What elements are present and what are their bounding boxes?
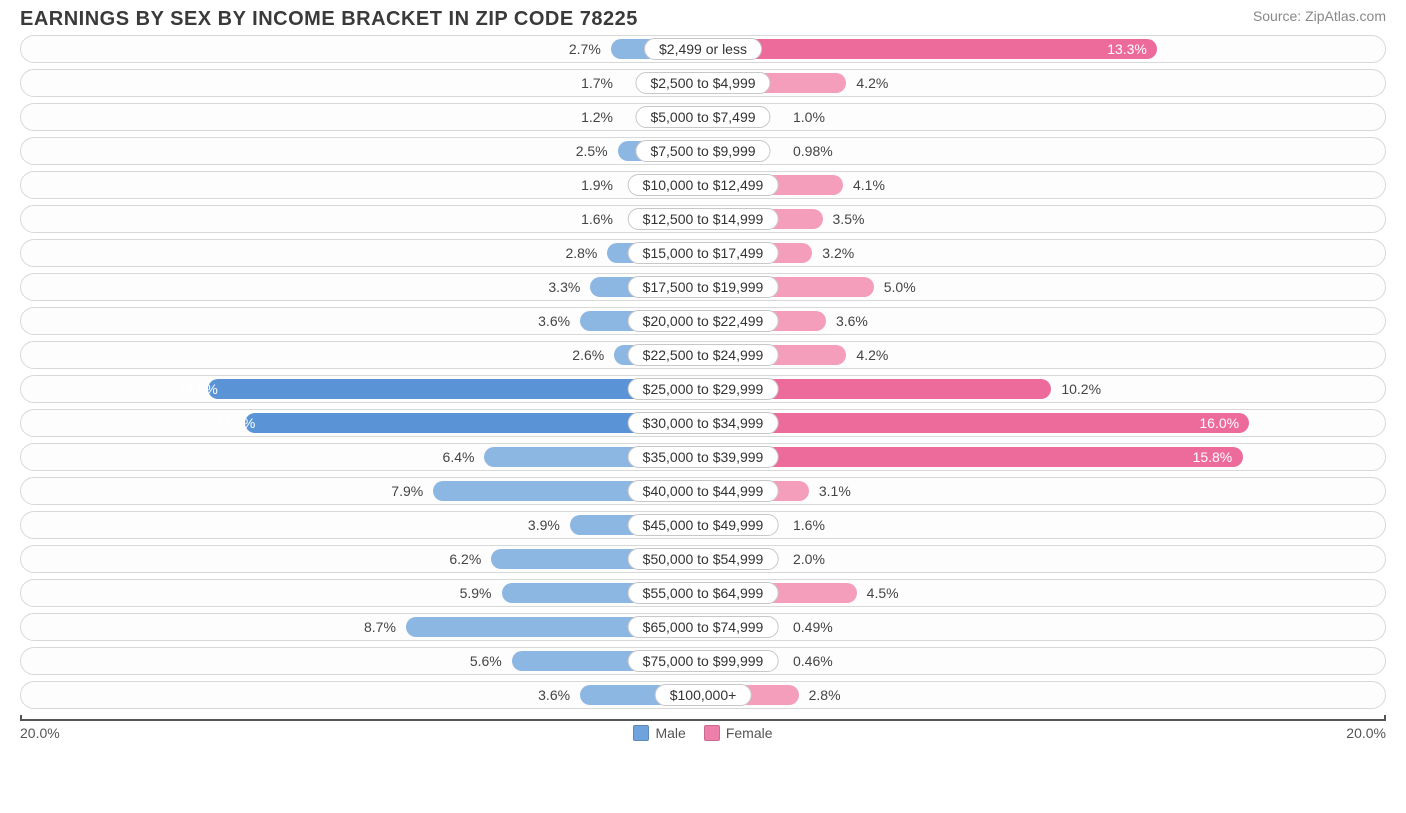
category-label: $22,500 to $24,999 <box>628 344 779 366</box>
chart-header: EARNINGS BY SEX BY INCOME BRACKET IN ZIP… <box>0 0 1406 35</box>
legend-male-label: Male <box>655 725 685 741</box>
category-label: $65,000 to $74,999 <box>628 616 779 638</box>
bar-row: $75,000 to $99,999 5.6% 0.46% <box>20 647 1386 675</box>
category-label: $2,499 or less <box>644 38 762 60</box>
legend-female-label: Female <box>726 725 773 741</box>
bar-row: $35,000 to $39,999 6.4% 15.8% <box>20 443 1386 471</box>
female-value-label: 10.2% <box>1061 381 1101 397</box>
female-bar <box>703 413 1249 433</box>
male-value-label: 13.4% <box>216 415 256 431</box>
female-value-label: 0.46% <box>793 653 833 669</box>
male-value-label: 5.6% <box>470 653 502 669</box>
category-label: $50,000 to $54,999 <box>628 548 779 570</box>
category-label: $75,000 to $99,999 <box>628 650 779 672</box>
category-label: $20,000 to $22,499 <box>628 310 779 332</box>
female-bar <box>703 39 1157 59</box>
female-value-label: 13.3% <box>1107 41 1147 57</box>
female-value-label: 5.0% <box>884 279 916 295</box>
bar-row: $100,000+ 3.6% 2.8% <box>20 681 1386 709</box>
legend: Male Female <box>633 725 772 741</box>
legend-male-swatch <box>633 725 649 741</box>
axis-left-label: 20.0% <box>20 725 60 741</box>
male-value-label: 3.6% <box>538 687 570 703</box>
female-value-label: 3.6% <box>836 313 868 329</box>
male-value-label: 3.3% <box>548 279 580 295</box>
legend-female: Female <box>704 725 773 741</box>
male-value-label: 5.9% <box>460 585 492 601</box>
bar-row: $5,000 to $7,499 1.2% 1.0% <box>20 103 1386 131</box>
category-label: $45,000 to $49,999 <box>628 514 779 536</box>
female-value-label: 1.6% <box>793 517 825 533</box>
bar-row: $15,000 to $17,499 2.8% 3.2% <box>20 239 1386 267</box>
category-label: $17,500 to $19,999 <box>628 276 779 298</box>
male-value-label: 2.8% <box>565 245 597 261</box>
male-value-label: 6.2% <box>449 551 481 567</box>
male-value-label: 1.7% <box>581 75 613 91</box>
axis-row: 20.0% Male Female 20.0% <box>0 721 1406 741</box>
category-label: $30,000 to $34,999 <box>628 412 779 434</box>
bar-row: $10,000 to $12,499 1.9% 4.1% <box>20 171 1386 199</box>
chart-title: EARNINGS BY SEX BY INCOME BRACKET IN ZIP… <box>20 8 638 31</box>
male-value-label: 1.9% <box>581 177 613 193</box>
female-value-label: 1.0% <box>793 109 825 125</box>
category-label: $15,000 to $17,499 <box>628 242 779 264</box>
category-label: $2,500 to $4,999 <box>635 72 770 94</box>
bar-row: $30,000 to $34,999 13.4% 16.0% <box>20 409 1386 437</box>
bar-row: $55,000 to $64,999 5.9% 4.5% <box>20 579 1386 607</box>
bar-row: $45,000 to $49,999 3.9% 1.6% <box>20 511 1386 539</box>
category-label: $40,000 to $44,999 <box>628 480 779 502</box>
category-label: $10,000 to $12,499 <box>628 174 779 196</box>
category-label: $12,500 to $14,999 <box>628 208 779 230</box>
chart-source: Source: ZipAtlas.com <box>1253 8 1386 24</box>
female-value-label: 15.8% <box>1193 449 1233 465</box>
category-label: $25,000 to $29,999 <box>628 378 779 400</box>
female-value-label: 3.5% <box>833 211 865 227</box>
male-value-label: 2.6% <box>572 347 604 363</box>
male-value-label: 14.5% <box>178 381 218 397</box>
female-value-label: 3.2% <box>822 245 854 261</box>
category-label: $35,000 to $39,999 <box>628 446 779 468</box>
legend-male: Male <box>633 725 685 741</box>
male-value-label: 2.7% <box>569 41 601 57</box>
female-value-label: 2.0% <box>793 551 825 567</box>
bar-row: $40,000 to $44,999 7.9% 3.1% <box>20 477 1386 505</box>
category-label: $100,000+ <box>655 684 752 706</box>
female-value-label: 4.5% <box>867 585 899 601</box>
category-label: $55,000 to $64,999 <box>628 582 779 604</box>
male-value-label: 7.9% <box>391 483 423 499</box>
male-value-label: 3.9% <box>528 517 560 533</box>
chart-body: $2,499 or less 2.7% 13.3% $2,500 to $4,999 1… <box>0 35 1406 709</box>
legend-female-swatch <box>704 725 720 741</box>
male-value-label: 6.4% <box>443 449 475 465</box>
female-value-label: 3.1% <box>819 483 851 499</box>
bar-row: $7,500 to $9,999 2.5% 0.98% <box>20 137 1386 165</box>
category-label: $5,000 to $7,499 <box>635 106 770 128</box>
category-label: $7,500 to $9,999 <box>635 140 770 162</box>
male-value-label: 1.6% <box>581 211 613 227</box>
bar-row: $22,500 to $24,999 2.6% 4.2% <box>20 341 1386 369</box>
male-value-label: 3.6% <box>538 313 570 329</box>
bar-row: $2,500 to $4,999 1.7% 4.2% <box>20 69 1386 97</box>
axis-right-label: 20.0% <box>1346 725 1386 741</box>
female-value-label: 16.0% <box>1199 415 1239 431</box>
bar-row: $17,500 to $19,999 3.3% 5.0% <box>20 273 1386 301</box>
bar-row: $2,499 or less 2.7% 13.3% <box>20 35 1386 63</box>
bar-row: $50,000 to $54,999 6.2% 2.0% <box>20 545 1386 573</box>
bar-row: $20,000 to $22,499 3.6% 3.6% <box>20 307 1386 335</box>
bar-row: $25,000 to $29,999 14.5% 10.2% <box>20 375 1386 403</box>
male-value-label: 2.5% <box>576 143 608 159</box>
female-value-label: 0.98% <box>793 143 833 159</box>
female-value-label: 4.2% <box>856 347 888 363</box>
male-value-label: 1.2% <box>581 109 613 125</box>
bar-row: $12,500 to $14,999 1.6% 3.5% <box>20 205 1386 233</box>
female-bar <box>703 447 1243 467</box>
female-value-label: 4.2% <box>856 75 888 91</box>
male-value-label: 8.7% <box>364 619 396 635</box>
female-value-label: 2.8% <box>809 687 841 703</box>
female-value-label: 0.49% <box>793 619 833 635</box>
female-value-label: 4.1% <box>853 177 885 193</box>
bar-row: $65,000 to $74,999 8.7% 0.49% <box>20 613 1386 641</box>
